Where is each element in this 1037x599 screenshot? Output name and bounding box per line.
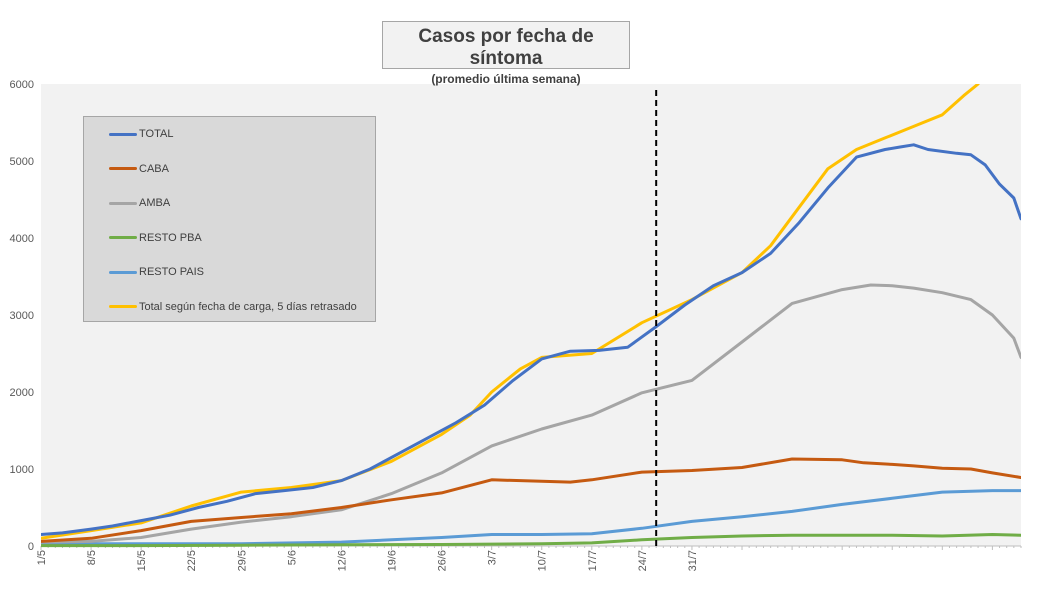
y-tick-label: 2000 bbox=[10, 387, 34, 399]
x-tick-label: 8/5 bbox=[86, 550, 98, 565]
chart-title: Casos por fecha de síntoma bbox=[418, 26, 594, 69]
x-tick-label: 29/5 bbox=[236, 550, 248, 571]
legend-label: RESTO PAIS bbox=[139, 266, 205, 278]
y-tick-label: 5000 bbox=[10, 156, 34, 168]
legend-label: TOTAL bbox=[139, 128, 174, 140]
chart-title-box: Casos por fecha de síntoma (promedio últ… bbox=[382, 21, 630, 86]
series-line-resto-pba bbox=[41, 533, 1021, 548]
y-tick-label: 3000 bbox=[10, 310, 34, 322]
legend-swatch bbox=[109, 132, 137, 136]
x-tick-label: 5/6 bbox=[286, 550, 298, 565]
series-layer bbox=[41, 84, 1021, 548]
series-line-total bbox=[41, 143, 1021, 536]
legend-item: AMBA bbox=[109, 194, 170, 212]
chart-subtitle: (promedio última semana) bbox=[431, 72, 581, 86]
legend-label: CABA bbox=[139, 162, 169, 175]
legend-swatch bbox=[109, 167, 137, 170]
x-tick-label: 1/5 bbox=[36, 550, 48, 565]
legend-label: Total según fecha de carga, 5 días retra… bbox=[139, 300, 357, 313]
x-tick-label: 26/6 bbox=[437, 550, 449, 571]
series-line-amba bbox=[41, 283, 1021, 544]
x-tick-label: 10/7 bbox=[537, 550, 549, 571]
y-tick-label: 6000 bbox=[10, 79, 34, 91]
y-tick-label: 4000 bbox=[10, 233, 34, 245]
series-line-caba bbox=[41, 457, 1021, 543]
legend-swatch bbox=[109, 305, 137, 308]
legend-item: RESTO PAIS bbox=[109, 263, 204, 281]
legend-item: RESTO PBA bbox=[109, 229, 202, 247]
legend-label: AMBA bbox=[139, 197, 171, 209]
x-tick-label: 15/5 bbox=[136, 550, 148, 571]
series-line-resto-pais bbox=[41, 489, 1021, 546]
x-tick-label: 3/7 bbox=[487, 550, 499, 565]
x-tick-label: 31/7 bbox=[687, 550, 699, 571]
series-line-total-seg-n-fecha-de-carga-5-d-as-retrasado bbox=[41, 84, 980, 540]
x-tick-label: 12/6 bbox=[336, 550, 348, 571]
legend: TOTAL CABA AMBA RESTO PBA RESTO PAIS Total se… bbox=[83, 116, 376, 322]
x-tick-label: 19/6 bbox=[387, 550, 399, 571]
legend-swatch bbox=[109, 236, 137, 239]
legend-swatch bbox=[109, 201, 137, 205]
legend-swatch bbox=[109, 270, 137, 274]
x-tick-label: 24/7 bbox=[637, 550, 649, 571]
axes: 0 1000 2000 3000 4000 5000 6000 1/5 8/5 15/5 22/5 2… bbox=[10, 79, 1022, 571]
legend-item: CABA bbox=[109, 160, 169, 178]
legend-item: TOTAL bbox=[109, 125, 173, 143]
y-tick-label: 0 bbox=[28, 541, 34, 553]
y-tick-label: 1000 bbox=[10, 464, 34, 476]
legend-label: RESTO PBA bbox=[139, 231, 202, 244]
legend-item: Total según fecha de carga, 5 días retra… bbox=[109, 298, 357, 316]
x-tick-label: 17/7 bbox=[587, 550, 599, 571]
x-tick-label: 22/5 bbox=[186, 550, 198, 571]
